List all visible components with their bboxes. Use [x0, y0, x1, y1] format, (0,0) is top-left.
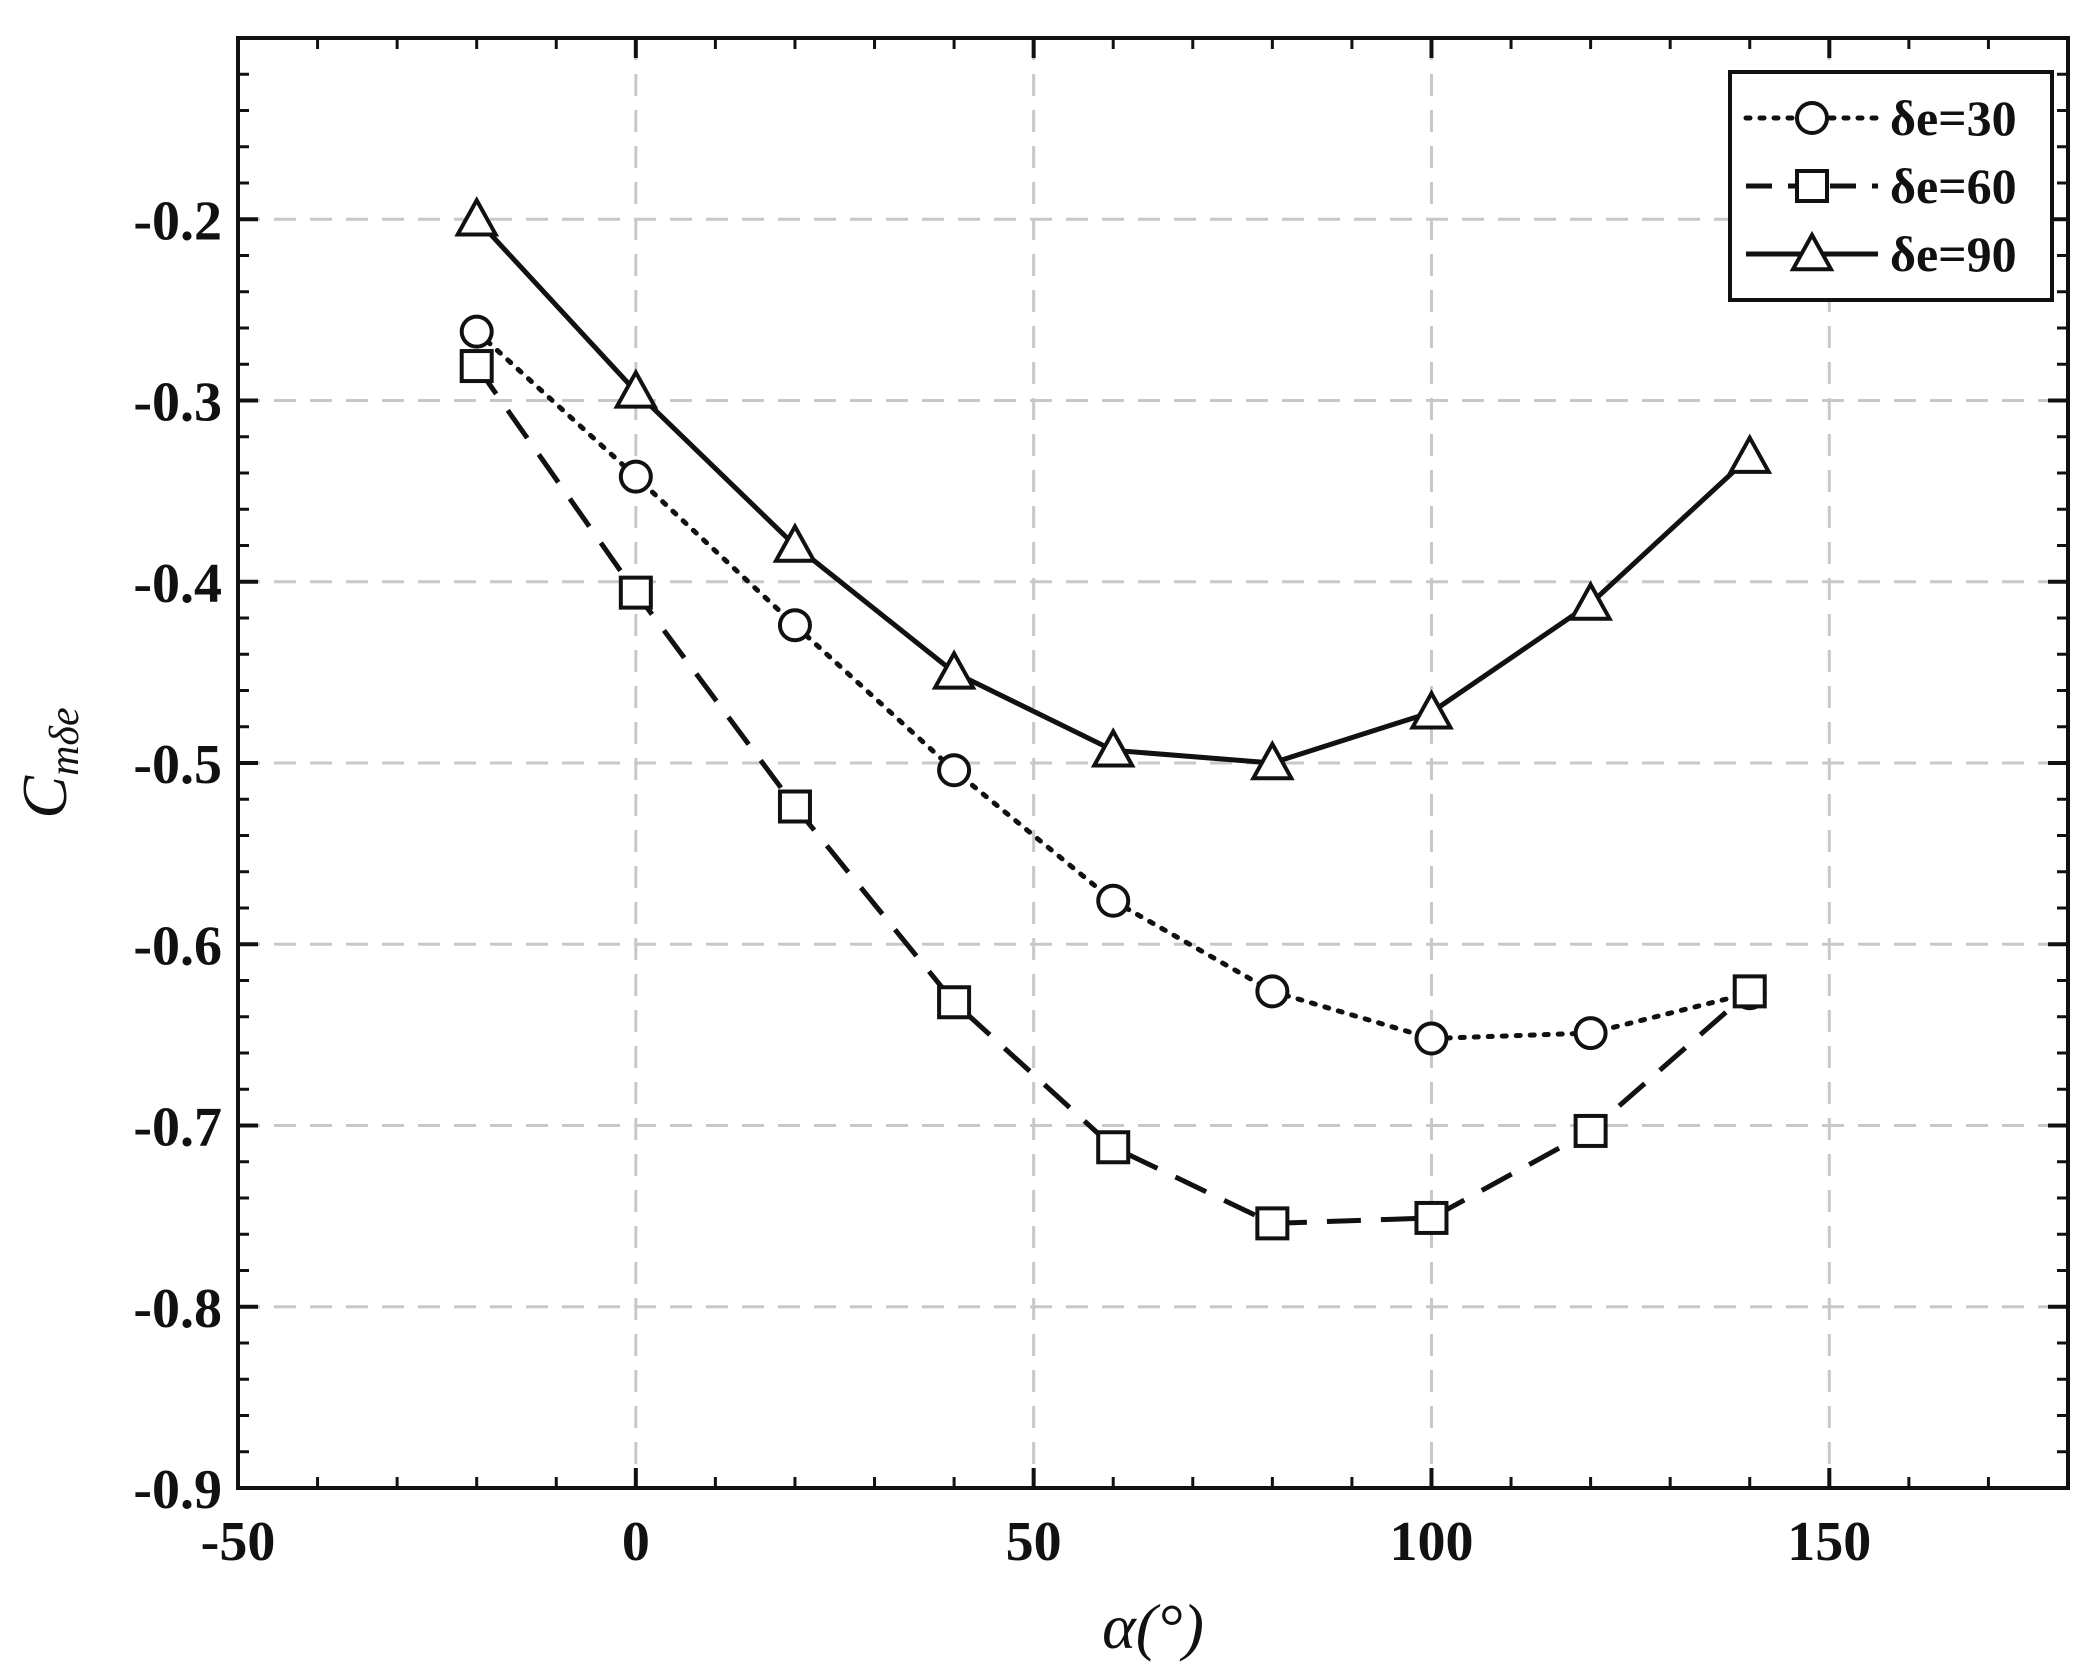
series-2 [454, 196, 1773, 781]
data-point-1 [937, 985, 972, 1020]
data-point-2 [1409, 689, 1454, 730]
legend-label: δe=90 [1890, 226, 2017, 282]
data-point-2 [931, 649, 977, 690]
y-axis-label-sub: mδe [42, 707, 88, 776]
data-point-2 [772, 522, 818, 563]
x-tick-label: -50 [201, 1511, 276, 1573]
data-point-0 [937, 753, 972, 788]
data-point-0 [459, 314, 494, 349]
y-tick-label: -0.7 [133, 1097, 222, 1159]
legend-label: δe=30 [1890, 90, 2017, 146]
series-line-1 [474, 364, 1752, 1226]
legend-label: δe=60 [1890, 158, 2017, 214]
legend-box [1728, 70, 2054, 302]
data-point-1 [1414, 1200, 1449, 1235]
data-point-1 [1255, 1206, 1290, 1241]
x-tick-label: 0 [622, 1511, 650, 1573]
x-tick-label: 150 [1787, 1511, 1871, 1573]
data-point-2 [1249, 739, 1295, 781]
data-point-1 [1096, 1130, 1131, 1165]
series-1 [459, 349, 1767, 1241]
series-layer [454, 196, 1773, 1241]
data-point-0 [1414, 1021, 1449, 1056]
y-tick-label: -0.8 [133, 1278, 222, 1340]
y-tick-label: -0.3 [133, 372, 222, 434]
plot-frame [236, 36, 2070, 1490]
data-point-0 [1255, 974, 1290, 1009]
legend: δe=30 δe=60 δe=90 [1728, 70, 2054, 302]
legend-marker-2 [1789, 230, 1835, 272]
data-point-1 [1573, 1113, 1608, 1148]
y-tick-label: -0.6 [133, 915, 222, 977]
data-point-2 [1568, 580, 1614, 621]
label-layer: -50 0 50 100 150 -0.9 -0.8 -0.7 -0.6 -0.5 -0.4 -0.3… [133, 190, 1871, 1573]
y-axis-label-main: C [9, 775, 80, 819]
data-point-2 [1727, 433, 1773, 474]
data-point-2 [1090, 727, 1136, 768]
data-point-0 [777, 608, 812, 643]
data-point-0 [1573, 1016, 1608, 1051]
y-axis-label: Cmδe [9, 707, 88, 818]
y-tick-label: -0.5 [133, 734, 222, 796]
data-point-2 [613, 368, 659, 409]
y-tick-label: -0.9 [133, 1459, 222, 1521]
y-tick-label: -0.4 [133, 553, 222, 615]
data-point-1 [777, 789, 812, 824]
series-0 [459, 314, 1767, 1056]
data-point-1 [618, 575, 653, 610]
data-point-2 [454, 196, 500, 237]
x-tick-label: 100 [1389, 1511, 1473, 1573]
x-axis-label: α(°) [1102, 1591, 1204, 1662]
legend-marker-0 [1795, 101, 1829, 135]
y-tick-label: -0.2 [133, 190, 222, 252]
data-point-0 [618, 459, 653, 494]
data-point-1 [1732, 974, 1767, 1009]
x-tick-label: 50 [1006, 1511, 1062, 1573]
data-point-0 [1096, 883, 1131, 918]
legend-marker-1 [1795, 169, 1829, 203]
data-point-1 [459, 349, 494, 384]
